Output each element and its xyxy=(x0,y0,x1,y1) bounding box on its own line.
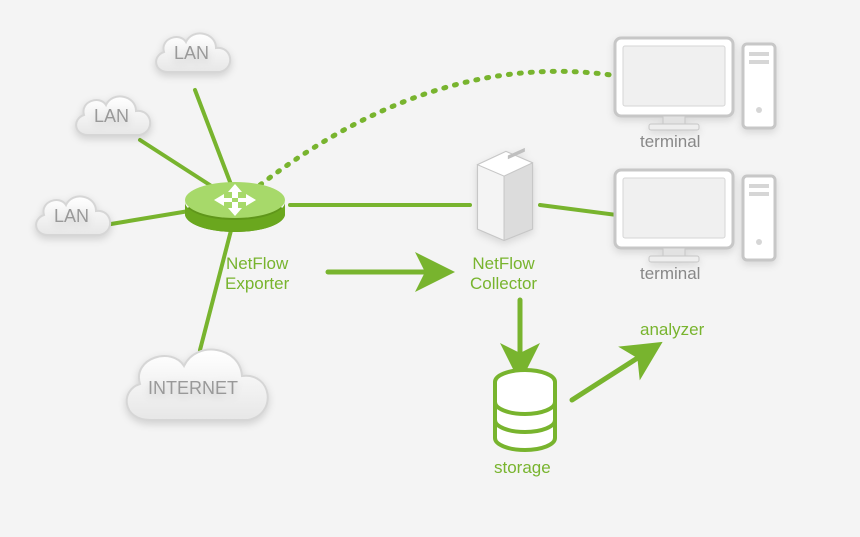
arrow-storage-analyzer xyxy=(572,350,650,400)
router-icon xyxy=(180,174,290,236)
terminal2-label: terminal xyxy=(640,264,700,284)
analyzer-label: analyzer xyxy=(640,320,704,340)
cloud-lan-top-label: LAN xyxy=(174,43,209,64)
diagram-canvas: LAN LAN LAN INTERNET xyxy=(0,0,860,537)
server-icon xyxy=(470,145,540,245)
terminal1-label: terminal xyxy=(640,132,700,152)
terminal1-icon xyxy=(605,30,785,140)
cloud-lan-left2-label: LAN xyxy=(54,206,89,227)
storage-label: storage xyxy=(494,458,551,478)
cloud-lan-left1-label: LAN xyxy=(94,106,129,127)
router-label: NetFlow Exporter xyxy=(225,254,289,293)
edge-router-terminal1-dotted xyxy=(260,71,640,185)
terminal2-icon xyxy=(605,162,785,272)
collector-label-text: NetFlow Collector xyxy=(470,254,537,293)
collector-label: NetFlow Collector xyxy=(470,254,537,293)
storage-icon xyxy=(490,368,560,454)
router-label-line1: NetFlow Exporter xyxy=(225,254,289,293)
cloud-internet-label: INTERNET xyxy=(148,378,238,399)
